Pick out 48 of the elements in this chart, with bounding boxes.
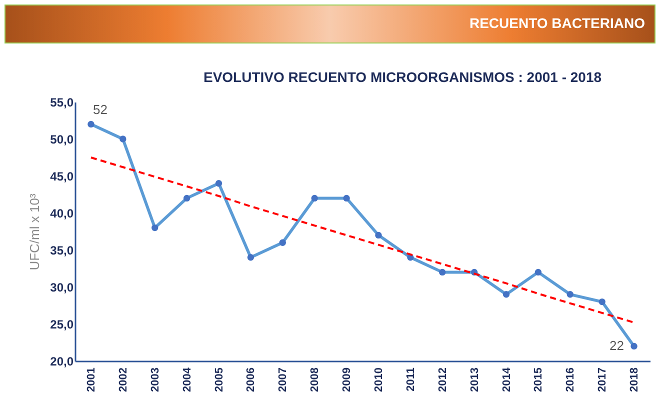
point: [375, 232, 382, 239]
x-tick-label: 2016: [564, 368, 577, 392]
y-tick-label: 35,0: [50, 244, 74, 258]
point: [630, 342, 638, 350]
x-tick-label: 2001: [85, 368, 98, 392]
y-tick-label: 20,0: [50, 354, 74, 368]
y-tick-label: 30,0: [50, 280, 74, 294]
y-axis-title: UFC/ml x 10³: [27, 193, 42, 270]
point: [311, 194, 318, 202]
chart-title: EVOLUTIVO RECUENTO MICROORGANISMOS : 2001 - 2018: [203, 69, 602, 85]
x-tick-label: 2013: [468, 368, 481, 392]
x-tick-label: 2004: [181, 366, 194, 392]
point: [88, 120, 94, 128]
x-tick-label: 2018: [628, 368, 641, 392]
x-tick-label: 2017: [596, 368, 609, 392]
line-series: [90, 156, 636, 324]
y-tick-label: 55,0: [50, 96, 74, 110]
text: RECUENTO BACTERIANO: [469, 15, 646, 31]
x-tick-label: 2009: [341, 368, 354, 392]
y-tick-label: 50,0: [50, 132, 74, 146]
point: [152, 224, 158, 232]
x-tick-label: 2005: [213, 368, 226, 392]
point: [279, 239, 286, 246]
point: [183, 194, 190, 202]
point: [343, 194, 350, 202]
x-tick-label: 2015: [532, 368, 545, 392]
point: [598, 298, 606, 306]
x-tick-label: 2012: [436, 368, 449, 392]
point: [439, 268, 446, 276]
x-tick-label: 2006: [245, 368, 258, 392]
y-tick-label: 40,0: [50, 206, 74, 220]
x-tick-label: 2014: [500, 366, 513, 392]
data-label: 52: [92, 102, 108, 118]
x-tick-label: 2002: [117, 368, 130, 392]
y-tick-label: 25,0: [50, 318, 74, 332]
x-tick-label: 2003: [149, 368, 162, 392]
x-tick-label: 2008: [309, 368, 322, 392]
point: [120, 136, 126, 142]
point: [247, 254, 254, 261]
point: [502, 291, 510, 298]
x-tick-label: 2011: [404, 368, 417, 392]
x-tick-label: 2007: [277, 368, 290, 392]
point: [534, 268, 542, 276]
point: [566, 291, 574, 298]
data-label: 22: [610, 338, 624, 354]
point: [215, 180, 222, 187]
y-tick-label: 45,0: [50, 170, 74, 184]
x-tick-label: 2010: [372, 368, 385, 392]
